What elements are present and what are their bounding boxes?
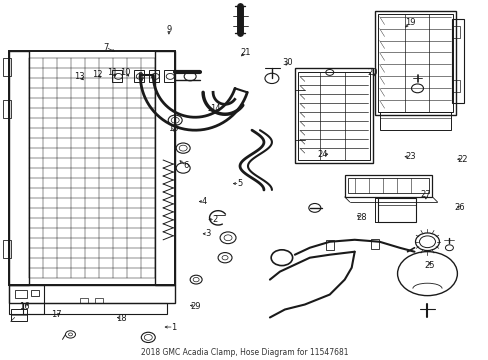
Text: 15: 15 xyxy=(168,123,179,132)
Bar xyxy=(9,50,175,285)
Text: 18: 18 xyxy=(116,314,127,323)
Bar xyxy=(112,71,122,82)
Text: 21: 21 xyxy=(240,48,250,57)
Bar xyxy=(149,71,159,82)
Text: 13: 13 xyxy=(74,72,85,81)
Bar xyxy=(451,19,464,103)
Text: 25: 25 xyxy=(424,261,434,270)
Text: 6: 6 xyxy=(183,161,188,170)
Bar xyxy=(164,71,174,82)
Bar xyxy=(294,68,372,163)
Text: 22: 22 xyxy=(457,155,467,164)
Bar xyxy=(31,289,39,296)
Text: 1: 1 xyxy=(171,323,176,332)
Bar xyxy=(95,298,103,302)
Bar xyxy=(347,178,428,193)
Bar xyxy=(22,302,167,315)
Text: 12: 12 xyxy=(92,70,102,79)
Bar xyxy=(2,58,11,76)
Text: 19: 19 xyxy=(404,18,415,27)
Text: 23: 23 xyxy=(404,152,415,161)
Text: 28: 28 xyxy=(355,213,366,222)
Bar xyxy=(379,112,450,130)
Text: 14: 14 xyxy=(209,104,220,113)
Text: 26: 26 xyxy=(454,203,465,212)
Bar xyxy=(9,50,29,285)
Bar xyxy=(451,80,459,92)
Bar xyxy=(2,240,11,258)
Bar xyxy=(11,310,26,321)
Text: 24: 24 xyxy=(317,150,327,159)
Text: 5: 5 xyxy=(237,179,242,188)
Bar xyxy=(15,289,26,298)
Text: 4: 4 xyxy=(202,197,207,206)
Bar xyxy=(9,285,175,302)
Bar xyxy=(81,298,88,302)
Bar xyxy=(2,100,11,118)
Bar xyxy=(9,285,43,315)
Text: 2: 2 xyxy=(212,215,218,224)
Bar xyxy=(370,239,378,249)
Bar xyxy=(155,50,175,285)
Text: 29: 29 xyxy=(190,302,201,311)
Text: 27: 27 xyxy=(420,190,430,199)
Text: 17: 17 xyxy=(51,310,62,319)
Text: 11: 11 xyxy=(106,68,117,77)
Text: 20: 20 xyxy=(366,68,377,77)
Bar xyxy=(377,14,452,112)
Text: 2018 GMC Acadia Clamp, Hose Diagram for 11547681: 2018 GMC Acadia Clamp, Hose Diagram for … xyxy=(141,348,347,357)
Text: 30: 30 xyxy=(282,58,292,67)
Bar xyxy=(325,240,333,250)
Text: 10: 10 xyxy=(120,68,130,77)
Bar xyxy=(297,72,369,160)
Bar xyxy=(134,71,144,82)
Bar xyxy=(374,11,455,115)
Bar xyxy=(344,175,431,197)
Text: 7: 7 xyxy=(102,43,108,52)
Text: 8: 8 xyxy=(137,72,142,81)
Text: 9: 9 xyxy=(166,25,171,34)
Text: 3: 3 xyxy=(205,229,210,238)
Bar xyxy=(451,26,459,37)
Text: 16: 16 xyxy=(19,302,29,311)
Bar xyxy=(377,198,415,222)
